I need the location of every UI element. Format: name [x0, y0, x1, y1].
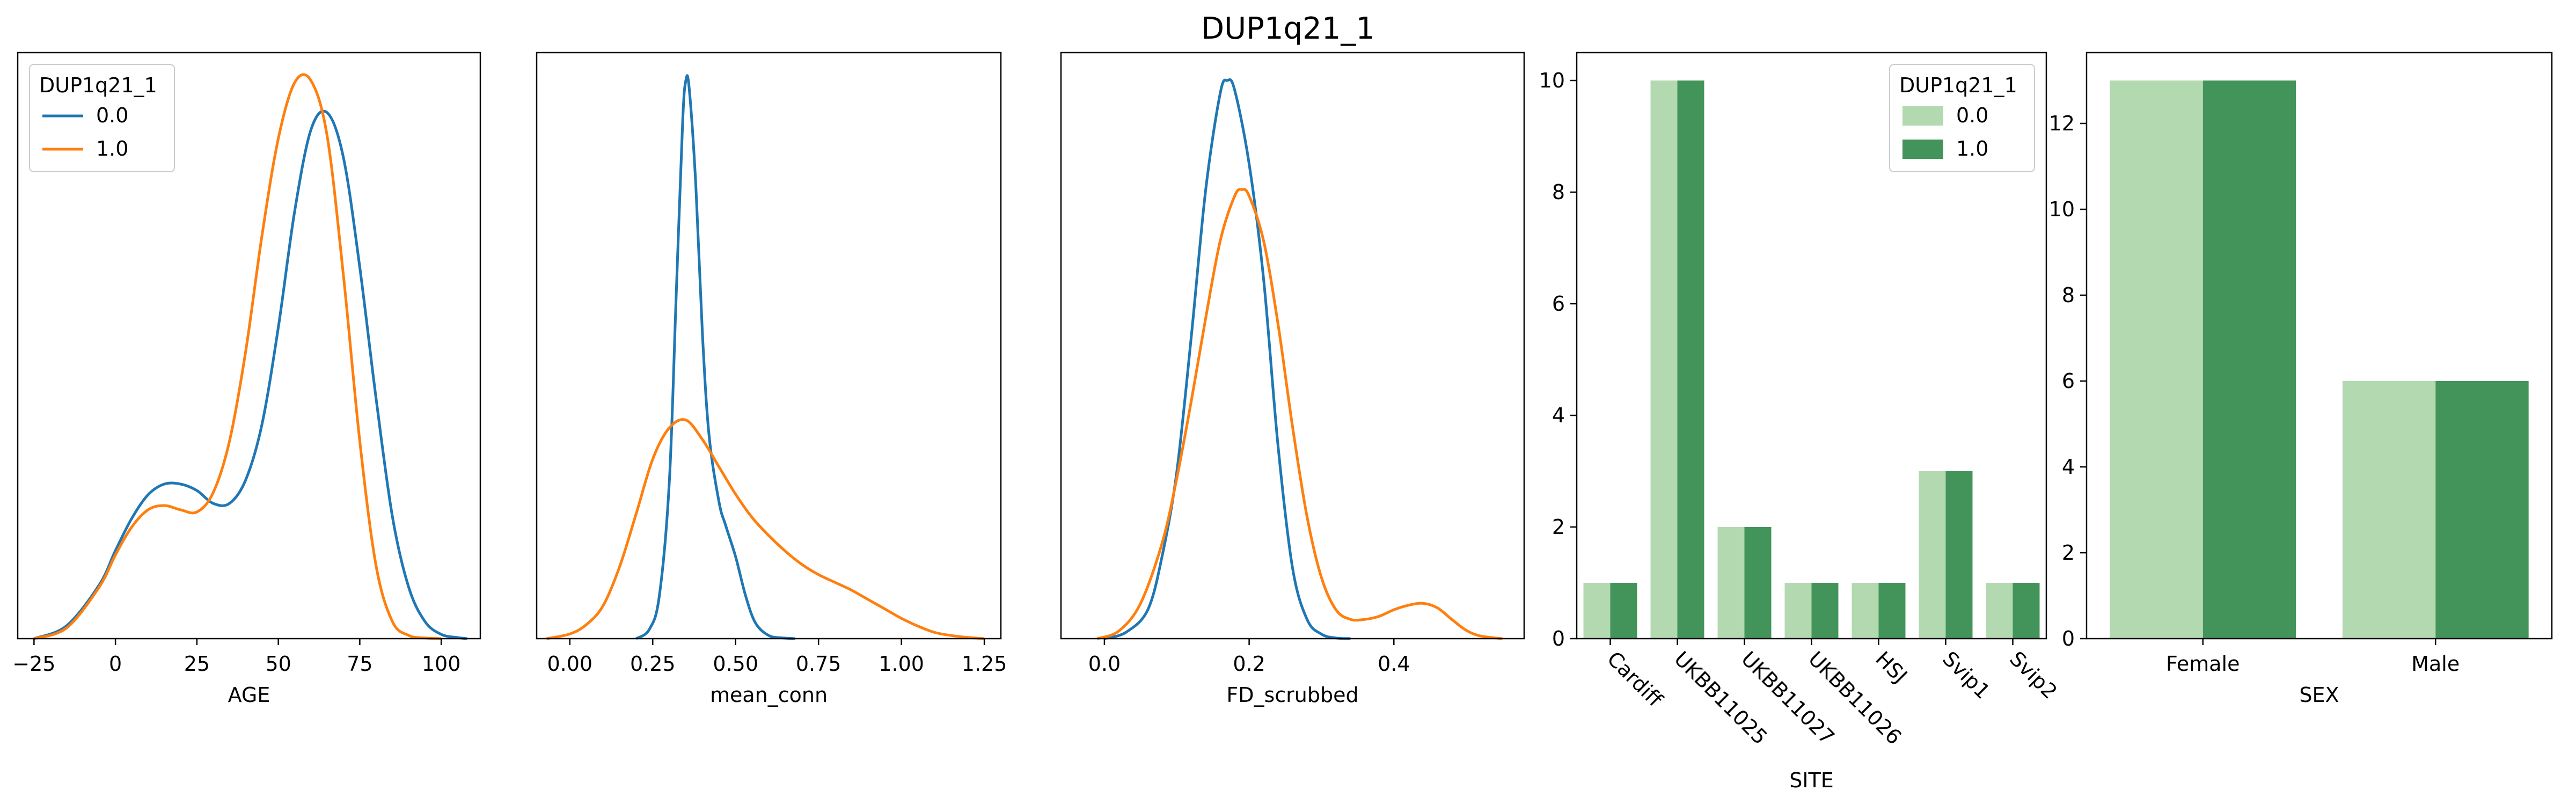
bar-UKBB11026-1.0 [1811, 583, 1839, 639]
y-tick-label: 0 [2062, 627, 2075, 650]
bar-UKBB11025-1.0 [1677, 80, 1704, 639]
y-tick-label: 8 [2062, 283, 2075, 307]
y-tick-label: 8 [1552, 180, 1565, 204]
x-tick-label: 50 [265, 652, 291, 676]
bar-HSJ-1.0 [1878, 583, 1906, 639]
chart-panel-5: Female Male 0 2 4 6 8 10 12 SEX [2049, 52, 2553, 707]
kde-line-0.0 [33, 109, 467, 640]
legend-swatch [1902, 106, 1943, 126]
kde-line-0.0 [635, 74, 796, 640]
x-axis-label: SEX [2299, 683, 2339, 707]
x-tick-label: 0.50 [713, 652, 758, 676]
x-tick-label: 0.25 [630, 652, 676, 676]
legend-swatch [1902, 140, 1943, 159]
axes-frame [17, 52, 481, 640]
bar-Male-0.0 [2342, 381, 2436, 639]
x-tick-label: 100 [422, 652, 461, 676]
x-tick-label: 0.4 [1378, 652, 1410, 676]
y-tick-label: 6 [1552, 292, 1565, 316]
kde-line-1.0 [1096, 188, 1503, 640]
bar-Cardiff-1.0 [1610, 583, 1637, 639]
bar-Svip1-0.0 [1919, 471, 1946, 639]
axes-frame [2085, 52, 2553, 640]
bar-Cardiff-0.0 [1583, 583, 1611, 639]
chart-panel-1: −25 0 25 50 75 100 AGE DUP1q21_1 0.0 1.0 [12, 52, 481, 707]
bar-HSJ-0.0 [1851, 583, 1879, 639]
legend-entry-1: 1.0 [1956, 137, 1988, 160]
kde-line-1.0 [33, 73, 442, 640]
x-tick-label: −25 [12, 652, 55, 676]
bar-Female-1.0 [2202, 80, 2296, 639]
chart-panel-3: 0.0 0.2 0.4 FD_scrubbed [1060, 52, 1525, 707]
x-tick-label: Male [2411, 652, 2460, 676]
figure-title: DUP1q21_1 [1201, 11, 1375, 46]
legend-title: DUP1q21_1 [39, 74, 157, 97]
kde-line-0.0 [1104, 78, 1351, 640]
bar-Svip1-1.0 [1945, 471, 1973, 639]
legend-entry-0: 0.0 [1956, 104, 1988, 127]
x-tick-label: 1.00 [879, 652, 924, 676]
bar-UKBB11027-0.0 [1717, 527, 1745, 639]
y-tick-label: 2 [1552, 515, 1565, 539]
legend-title: DUP1q21_1 [1899, 74, 2017, 97]
axes-frame [1576, 52, 2047, 640]
x-tick-label: 1.25 [962, 652, 1007, 676]
legend-frame [29, 64, 175, 172]
x-axis-label: mean_conn [710, 683, 828, 707]
x-tick-label: Female [2166, 652, 2240, 676]
kde-line-1.0 [546, 418, 985, 640]
x-tick-label: HSJ [1871, 647, 1912, 687]
bar-Svip2-0.0 [1986, 583, 2013, 639]
legend-entry-1: 1.0 [96, 137, 128, 160]
y-tick-label: 10 [1539, 69, 1565, 92]
bar-UKBB11025-0.0 [1650, 80, 1678, 639]
x-tick-label: Cardiff [1602, 647, 1667, 712]
x-tick-label: 0.00 [547, 652, 592, 676]
y-tick-label: 2 [2062, 541, 2075, 565]
bar-Male-1.0 [2435, 381, 2529, 639]
x-tick-label: 0.2 [1233, 652, 1265, 676]
y-tick-label: 12 [2049, 112, 2075, 135]
x-tick-label: 0 [109, 652, 122, 676]
legend-entry-0: 0.0 [96, 104, 128, 127]
axes-frame [1060, 52, 1525, 640]
x-tick-label: 0.0 [1088, 652, 1121, 676]
bar-UKBB11027-1.0 [1744, 527, 1772, 639]
x-tick-label: 75 [347, 652, 372, 676]
legend: DUP1q21_1 0.0 1.0 [29, 64, 175, 172]
y-tick-label: 4 [1552, 404, 1565, 427]
y-tick-label: 6 [2062, 369, 2075, 393]
x-tick-label: Svip2 [2005, 647, 2062, 704]
x-tick-label: Svip1 [1938, 647, 1995, 704]
bar-Female-0.0 [2110, 80, 2203, 639]
legend: DUP1q21_1 0.0 1.0 [1889, 64, 2035, 172]
x-tick-label: 0.75 [796, 652, 841, 676]
axes-frame [536, 52, 1002, 640]
bar-UKBB11026-0.0 [1784, 583, 1812, 639]
chart-panel-2: 0.00 0.25 0.50 0.75 1.00 1.25 mean_conn [536, 52, 1007, 707]
x-axis-label: SITE [1789, 769, 1834, 792]
bar-Svip2-1.0 [2012, 583, 2040, 639]
x-axis-label: FD_scrubbed [1226, 683, 1358, 707]
y-tick-label: 0 [1552, 627, 1565, 650]
y-tick-label: 10 [2049, 197, 2075, 221]
y-tick-label: 4 [2062, 455, 2075, 479]
x-axis-label: AGE [228, 683, 270, 707]
x-tick-label: 25 [184, 652, 210, 676]
